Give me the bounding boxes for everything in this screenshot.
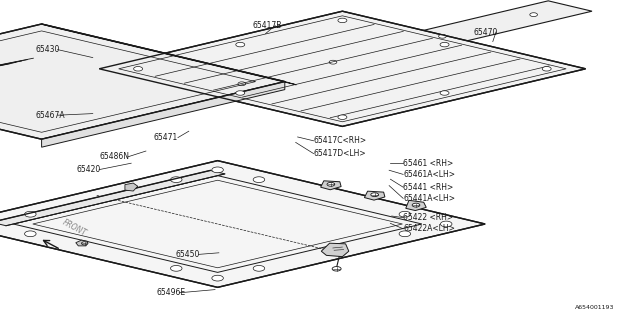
Polygon shape bbox=[42, 24, 296, 85]
Text: 65441 <RH>: 65441 <RH> bbox=[403, 183, 454, 192]
Circle shape bbox=[440, 91, 449, 95]
Polygon shape bbox=[125, 183, 138, 191]
Polygon shape bbox=[76, 240, 88, 246]
Circle shape bbox=[253, 266, 265, 271]
Text: 65417B: 65417B bbox=[253, 21, 282, 30]
Text: 65422 <RH>: 65422 <RH> bbox=[403, 213, 453, 222]
Polygon shape bbox=[364, 191, 385, 200]
Polygon shape bbox=[0, 24, 285, 139]
Circle shape bbox=[212, 167, 223, 173]
Circle shape bbox=[327, 182, 335, 186]
Text: 65461A<LH>: 65461A<LH> bbox=[403, 170, 455, 179]
Polygon shape bbox=[0, 161, 485, 287]
Text: 65450: 65450 bbox=[176, 250, 200, 259]
Text: 65467A: 65467A bbox=[35, 111, 65, 120]
Circle shape bbox=[440, 221, 452, 227]
Circle shape bbox=[134, 67, 143, 71]
Polygon shape bbox=[184, 1, 592, 98]
Circle shape bbox=[412, 203, 420, 207]
Text: 65430: 65430 bbox=[35, 45, 60, 54]
Circle shape bbox=[24, 231, 36, 237]
Circle shape bbox=[170, 177, 182, 182]
Polygon shape bbox=[406, 200, 426, 211]
Text: 65420: 65420 bbox=[77, 165, 101, 174]
Text: 65441A<LH>: 65441A<LH> bbox=[403, 194, 455, 203]
Polygon shape bbox=[321, 181, 341, 190]
Circle shape bbox=[236, 91, 244, 95]
Circle shape bbox=[332, 267, 341, 271]
Circle shape bbox=[24, 211, 36, 217]
Polygon shape bbox=[321, 243, 349, 257]
Text: 65486N: 65486N bbox=[99, 152, 129, 161]
Circle shape bbox=[399, 231, 411, 237]
Text: 65417C<RH>: 65417C<RH> bbox=[314, 136, 367, 145]
Circle shape bbox=[438, 34, 446, 38]
Circle shape bbox=[338, 115, 347, 119]
Polygon shape bbox=[99, 11, 586, 126]
Circle shape bbox=[371, 193, 378, 196]
Circle shape bbox=[236, 42, 244, 47]
Text: 65471: 65471 bbox=[154, 133, 178, 142]
Text: 65496E: 65496E bbox=[157, 288, 186, 297]
Circle shape bbox=[81, 242, 88, 245]
Polygon shape bbox=[42, 82, 285, 147]
Circle shape bbox=[238, 82, 246, 86]
Polygon shape bbox=[0, 171, 225, 226]
Circle shape bbox=[440, 42, 449, 47]
Circle shape bbox=[212, 275, 223, 281]
Circle shape bbox=[170, 266, 182, 271]
Text: A654001193: A654001193 bbox=[575, 305, 614, 310]
Text: 65422A<LH>: 65422A<LH> bbox=[403, 224, 455, 233]
Text: FRONT: FRONT bbox=[61, 218, 88, 238]
Circle shape bbox=[530, 13, 538, 17]
Circle shape bbox=[338, 18, 347, 23]
Text: 65417D<LH>: 65417D<LH> bbox=[314, 149, 366, 158]
Circle shape bbox=[253, 177, 265, 182]
Circle shape bbox=[329, 60, 337, 64]
Text: 65470: 65470 bbox=[474, 28, 498, 36]
Text: 65461 <RH>: 65461 <RH> bbox=[403, 159, 454, 168]
Circle shape bbox=[542, 67, 551, 71]
Circle shape bbox=[399, 211, 411, 217]
